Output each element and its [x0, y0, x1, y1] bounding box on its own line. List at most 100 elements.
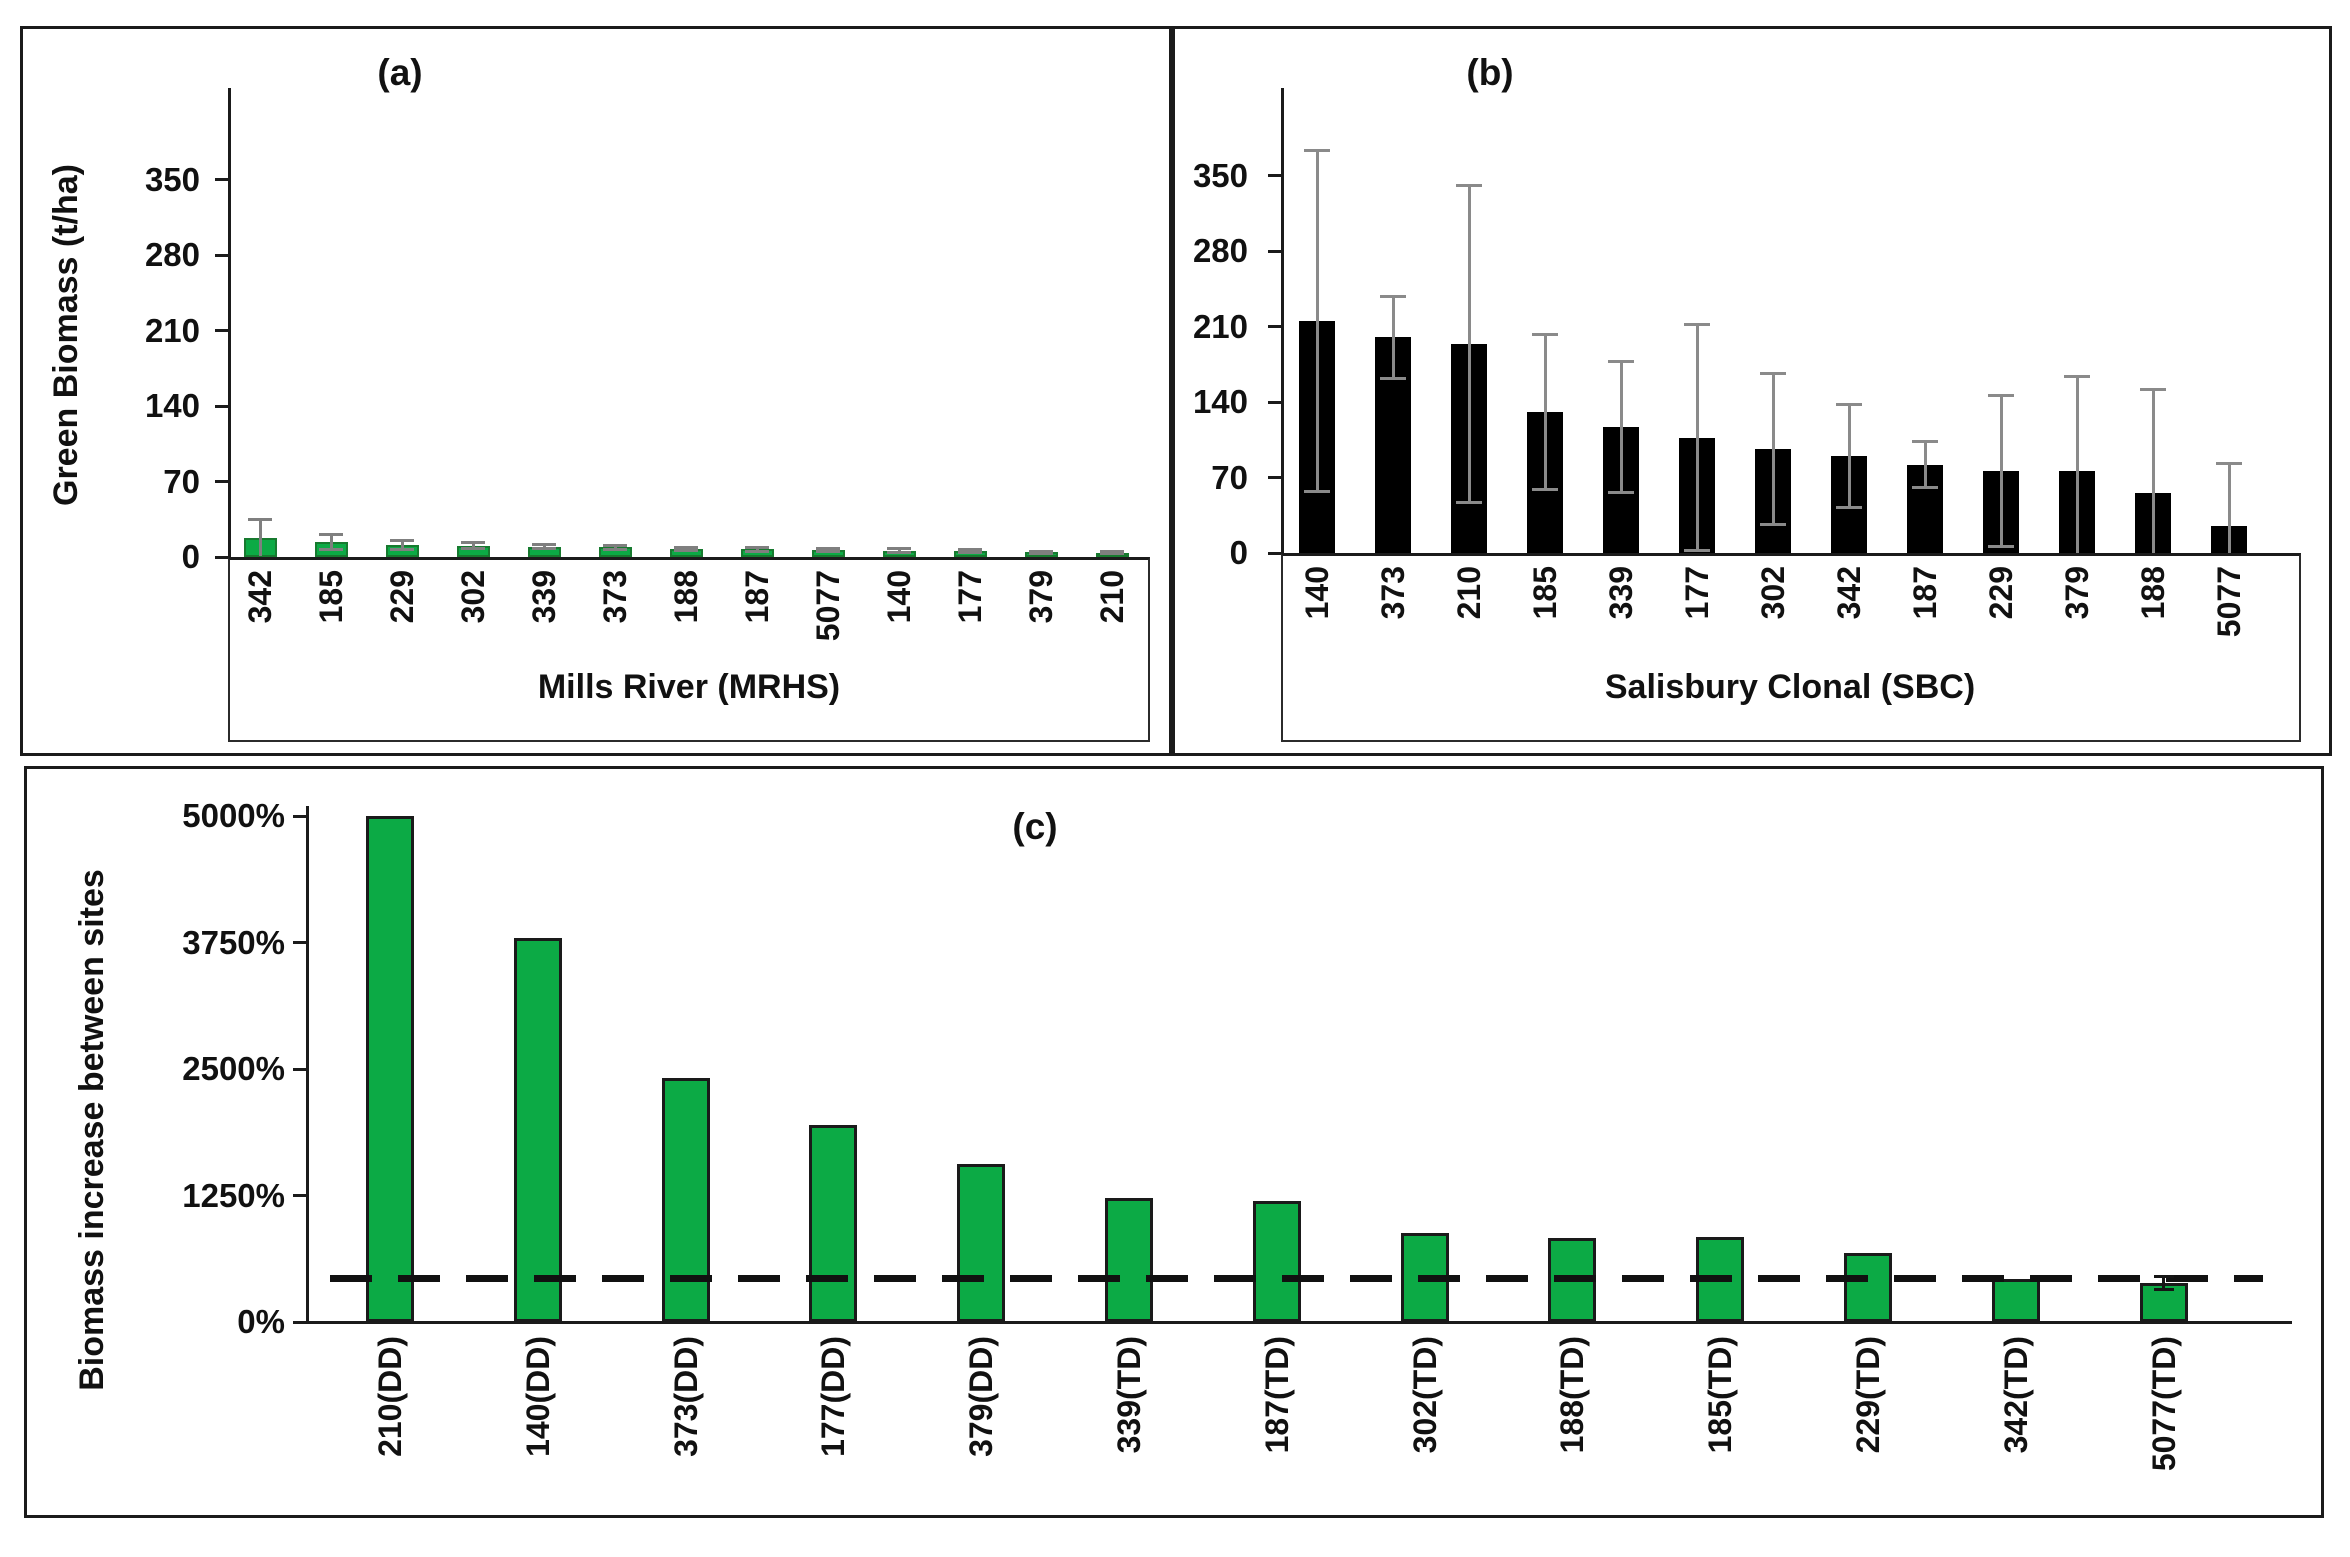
chart-c-error-line-5077(TD) [2162, 1276, 2166, 1290]
chart-b-category-label-177: 177 [1679, 566, 1715, 620]
chart-a-error-line-187 [755, 547, 759, 552]
chart-a-y-tick [215, 329, 228, 332]
chart-a-category-label-140: 140 [881, 570, 917, 624]
chart-b-error-line-379 [2075, 376, 2079, 553]
chart-a-y-tick-label: 70 [163, 462, 200, 500]
chart-a-category-label-339: 339 [526, 570, 562, 624]
chart-b-category-label-187: 187 [1907, 566, 1943, 620]
chart-b-category-box [1281, 553, 2301, 742]
chart-b-error-cap-top-188 [2140, 387, 2166, 391]
chart-b-category-label-229: 229 [1983, 566, 2019, 620]
chart-b-y-tick-label: 140 [1192, 383, 1248, 420]
chart-c-bar-210(DD) [366, 816, 414, 1322]
chart-a-category-label-210: 210 [1094, 570, 1130, 624]
chart-a-category-label-188: 188 [668, 570, 704, 624]
chart-a-error-cap-bottom-177 [958, 551, 982, 555]
chart-b-error-cap-top-229 [1988, 394, 2014, 398]
chart-b-y-tick [1268, 476, 1281, 479]
chart-b-error-cap-top-185 [1532, 332, 1558, 336]
chart-c-bar-339(TD) [1105, 1197, 1153, 1322]
chart-b-y-tick [1268, 174, 1281, 177]
chart-c-category-label-339(TD): 339(TD) [1111, 1336, 1147, 1454]
chart-a-category-label-187: 187 [739, 570, 775, 624]
chart-b-error-cap-top-379 [2064, 374, 2090, 378]
chart-a-error-cap-bottom-379 [1029, 551, 1053, 555]
chart-a-y-tick [215, 480, 228, 483]
chart-b-error-line-302 [1771, 373, 1775, 525]
chart-c-y-tick [293, 814, 306, 818]
chart-a-y-tick-label: 0 [181, 538, 200, 575]
panel-a-box [20, 26, 1172, 756]
chart-b-y-tick [1268, 325, 1281, 328]
chart-c-bar-342(TD) [1991, 1278, 2040, 1322]
chart-b-error-cap-bottom-339 [1608, 491, 1634, 495]
chart-c-category-label-229(TD): 229(TD) [1850, 1336, 1886, 1454]
chart-c-bar-187(TD) [1252, 1200, 1301, 1322]
chart-c-baseline [306, 1320, 2292, 1324]
chart-a-error-cap-bottom-373 [603, 547, 627, 551]
chart-a-error-cap-top-342 [248, 517, 272, 521]
chart-a-category-label-177: 177 [952, 570, 988, 624]
chart-a-title: (a) [377, 52, 423, 93]
chart-c-y-tick [293, 1067, 306, 1071]
chart-c-y-tick [293, 941, 306, 944]
chart-b-y-tick [1268, 400, 1281, 404]
chart-a-category-label-373: 373 [597, 570, 633, 624]
chart-b-error-cap-top-5077 [2216, 461, 2242, 465]
chart-b-error-cap-top-302 [1760, 372, 1786, 376]
chart-a-y-axis-line [228, 88, 231, 557]
chart-a-category-label-342: 342 [242, 570, 278, 624]
chart-b-y-tick-label: 70 [1211, 458, 1248, 496]
chart-c-y-tick-label: 1250% [182, 1176, 285, 1214]
chart-b-error-line-188 [2151, 389, 2155, 553]
chart-b-error-cap-top-140 [1304, 149, 1330, 153]
chart-b-y-tick [1268, 551, 1281, 555]
chart-c-error-cap-top-5077(TD) [2153, 1275, 2174, 1279]
chart-a-error-line-302 [471, 542, 475, 549]
chart-a-y-tick [215, 253, 228, 257]
chart-c-category-label-187(TD): 187(TD) [1258, 1336, 1295, 1454]
chart-c-y-tick [293, 1194, 306, 1197]
chart-c-y-axis-label: Biomass increase between sites [72, 869, 111, 1391]
chart-b-error-line-177 [1695, 324, 1699, 551]
chart-b-category-label-373: 373 [1375, 566, 1411, 620]
chart-b-y-tick-label: 0 [1229, 534, 1248, 571]
chart-c-category-label-342(TD): 342(TD) [1997, 1336, 2034, 1454]
chart-a-error-cap-top-302 [461, 541, 485, 545]
chart-a-error-line-140 [897, 548, 901, 553]
chart-b-error-cap-bottom-229 [1988, 545, 2014, 549]
chart-c-bar-229(TD) [1844, 1253, 1892, 1322]
chart-a-error-cap-bottom-140 [887, 550, 911, 554]
chart-a-y-tick-label: 350 [144, 160, 200, 198]
chart-b-error-line-339 [1619, 361, 1623, 493]
chart-a-error-cap-top-140 [887, 547, 911, 551]
chart-c-category-label-177(DD): 177(DD) [815, 1336, 852, 1457]
chart-b-error-line-5077 [2227, 463, 2231, 553]
chart-a-error-cap-bottom-302 [461, 546, 485, 550]
chart-b-error-line-140 [1315, 150, 1319, 492]
chart-b-error-cap-top-210 [1456, 183, 1482, 187]
chart-b-error-cap-top-342 [1836, 402, 1862, 406]
chart-b-error-line-229 [1999, 395, 2003, 547]
chart-a-error-cap-top-379 [1029, 549, 1053, 553]
chart-a-error-cap-top-188 [674, 545, 698, 549]
chart-c-y-tick-label: 0% [237, 1303, 285, 1340]
chart-c-category-label-188(TD): 188(TD) [1554, 1336, 1591, 1454]
chart-a-y-tick-label: 140 [144, 387, 200, 424]
chart-b-error-cap-bottom-185 [1532, 487, 1558, 491]
chart-c-bar-140(DD) [513, 938, 562, 1322]
chart-c-category-label-5077(TD): 5077(TD) [2145, 1336, 2182, 1472]
chart-b-category-label-379: 379 [2059, 566, 2095, 620]
chart-c-category-label-302(TD): 302(TD) [1406, 1336, 1443, 1454]
chart-b-category-label-188: 188 [2135, 566, 2171, 620]
chart-a-error-line-342 [258, 519, 262, 556]
chart-a-error-line-373 [613, 545, 617, 550]
chart-a-error-line-5077 [826, 548, 830, 552]
chart-a-error-cap-bottom-210 [1100, 552, 1124, 556]
chart-b-category-label-140: 140 [1299, 566, 1335, 620]
chart-b-category-label-210: 210 [1451, 566, 1487, 620]
chart-b-y-tick-label: 350 [1192, 156, 1248, 194]
chart-a-error-cap-top-187 [745, 546, 769, 550]
chart-a-error-cap-top-373 [603, 543, 627, 547]
